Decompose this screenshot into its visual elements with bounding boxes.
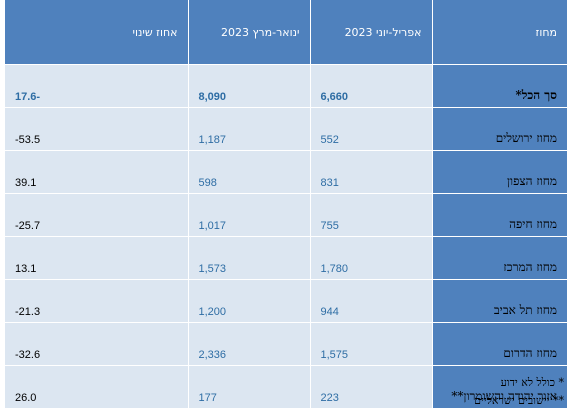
cell-q1: 2,336 (187, 322, 310, 366)
cell-change: 39.1 (5, 150, 188, 194)
table-row: מחוז הצפון 831 598 39.1 (5, 150, 567, 194)
cell-q2: 1,575 (309, 322, 432, 366)
cell-district: מחוז המרכז (431, 236, 567, 280)
footnote-unknown: * כולל לא ידוע (500, 376, 564, 389)
table-row: מחוז המרכז 1,780 1,573 13.1 (5, 236, 567, 280)
cell-district: מחוז ירושלים (431, 107, 567, 151)
cell-q2: 1,780 (309, 236, 432, 280)
table-header-row: מחוז אפריל-יוני 2023 ינואר-מרץ 2023 אחוז… (5, 0, 567, 65)
cell-q2: 831 (309, 150, 432, 194)
district-table-container: מחוז אפריל-יוני 2023 ינואר-מרץ 2023 אחוז… (5, 0, 567, 409)
footnote-settlements: ** יישובים ישראליים (474, 394, 564, 407)
cell-change: 21.3- (5, 279, 188, 323)
table-row-total: סך הכל* 6,660 8,090 -17.6 (5, 64, 567, 108)
footnotes: * כולל לא ידוע ** יישובים ישראליים (474, 374, 564, 410)
table-row: מחוז תל אביב 944 1,200 21.3- (5, 279, 567, 323)
table-row: אזור יהודה והשומרון** 223 177 26.0 (5, 365, 567, 409)
cell-q2: 223 (309, 365, 432, 409)
cell-district: מחוז הצפון (431, 150, 567, 194)
cell-district: סך הכל* (431, 64, 567, 108)
header-q2: אפריל-יוני 2023 (309, 0, 432, 65)
header-q1: ינואר-מרץ 2023 (187, 0, 310, 65)
cell-q2: 6,660 (309, 64, 432, 108)
cell-q1: 1,200 (187, 279, 310, 323)
cell-change: 53.5- (5, 107, 188, 151)
cell-change: 13.1 (5, 236, 188, 280)
header-district: מחוז (431, 0, 567, 65)
table-row: מחוז ירושלים 552 1,187 53.5- (5, 107, 567, 151)
cell-q2: 755 (309, 193, 432, 237)
cell-change: 25.7- (5, 193, 188, 237)
cell-change: 32.6- (5, 322, 188, 366)
cell-q1: 1,187 (187, 107, 310, 151)
cell-district: אזור יהודה והשומרון** (431, 365, 567, 409)
cell-change: -17.6 (5, 64, 188, 108)
cell-q2: 552 (309, 107, 432, 151)
table-row: מחוז הדרום 1,575 2,336 32.6- (5, 322, 567, 366)
table-row: מחוז חיפה 755 1,017 25.7- (5, 193, 567, 237)
cell-district: מחוז הדרום (431, 322, 567, 366)
header-change: אחוז שינוי (5, 0, 188, 65)
cell-q1: 1,017 (187, 193, 310, 237)
cell-change: 26.0 (5, 365, 188, 409)
cell-district: מחוז חיפה (431, 193, 567, 237)
cell-q1: 598 (187, 150, 310, 194)
cell-q1: 1,573 (187, 236, 310, 280)
cell-q2: 944 (309, 279, 432, 323)
cell-district: מחוז תל אביב (431, 279, 567, 323)
cell-q1: 8,090 (187, 64, 310, 108)
cell-q1: 177 (187, 365, 310, 409)
district-table: מחוז אפריל-יוני 2023 ינואר-מרץ 2023 אחוז… (5, 0, 567, 409)
